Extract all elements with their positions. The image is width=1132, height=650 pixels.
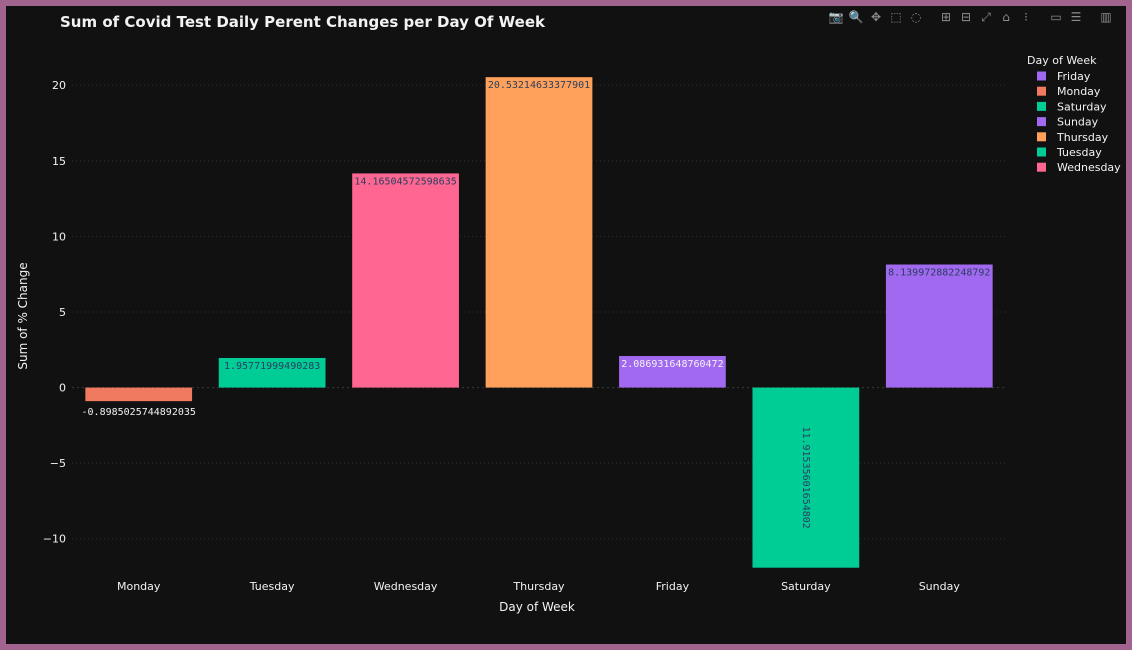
legend: Day of Week Friday Monday Saturday Sunday Th…	[1027, 54, 1121, 174]
zoom-icon[interactable]: 🔍	[848, 10, 864, 24]
legend-swatch[interactable]	[1037, 162, 1046, 172]
legend-swatch[interactable]	[1037, 71, 1046, 81]
x-tick-label: Saturday	[781, 580, 831, 593]
bar-monday[interactable]	[85, 387, 193, 402]
data-label-sunday: 8.139972882248792	[888, 268, 990, 279]
y-tick-layer: −10 −5 0 5 10 15 20	[43, 79, 66, 546]
x-tick-layer: Monday Tuesday Wednesday Thursday Friday Satu…	[117, 580, 960, 593]
hover-closest-icon[interactable]: ▭	[1050, 10, 1062, 24]
zoom-in-icon[interactable]: ⊞	[940, 10, 952, 24]
legend-swatch[interactable]	[1037, 147, 1046, 157]
chart-title: Sum of Covid Test Daily Perent Changes p…	[60, 13, 546, 31]
data-label-monday: -0.8985025744892035	[82, 407, 196, 418]
x-tick-label: Sunday	[919, 580, 961, 593]
box-select-icon[interactable]: ⬚	[890, 10, 902, 24]
x-tick-label: Thursday	[512, 580, 565, 593]
y-tick-label: −10	[43, 533, 66, 546]
legend-label[interactable]: Wednesday	[1057, 161, 1121, 174]
camera-icon[interactable]: 📷	[828, 10, 844, 24]
zoom-out-icon[interactable]: ⊟	[960, 10, 972, 24]
legend-label[interactable]: Thursday	[1056, 131, 1109, 144]
modebar-spacer	[1088, 9, 1094, 25]
hover-compare-icon[interactable]: ☰	[1070, 10, 1082, 24]
legend-title: Day of Week	[1027, 54, 1097, 67]
spike-lines-icon[interactable]: ⁝	[1024, 10, 1028, 24]
x-tick-label: Monday	[117, 580, 161, 593]
y-tick-label: −5	[50, 457, 66, 470]
bar-sunday[interactable]	[885, 264, 993, 388]
x-axis-title: Day of Week	[499, 600, 575, 614]
bar-thursday[interactable]	[485, 77, 593, 388]
legend-swatch[interactable]	[1037, 117, 1046, 127]
legend-swatch[interactable]	[1037, 132, 1046, 142]
y-axis-title: Sum of % Change	[16, 262, 30, 369]
modebar: 📷 🔍 ✥ ⬚ ◌ ⊞ ⊟ ⤢ ⌂ ⁝ ▭ ☰ ▥	[828, 9, 1114, 25]
plotly-logo-icon[interactable]: ▥	[1100, 10, 1112, 24]
legend-label[interactable]: Tuesday	[1056, 146, 1102, 159]
y-tick-label: 5	[59, 306, 66, 319]
y-tick-label: 15	[52, 155, 66, 168]
data-label-tuesday: 1.95771999490283	[224, 361, 320, 372]
legend-label[interactable]: Monday	[1057, 85, 1101, 98]
modebar-spacer	[928, 9, 934, 25]
bar-wednesday[interactable]	[352, 173, 459, 388]
x-tick-label: Wednesday	[374, 580, 438, 593]
chart-svg: Sum of Covid Test Daily Perent Changes p…	[16, 13, 1121, 614]
bar-layer: -0.8985025744892035 1.95771999490283 14.16…	[82, 77, 993, 568]
y-tick-label: 0	[59, 382, 66, 395]
data-label-saturday: 11.91535601654802	[800, 426, 811, 528]
data-label-wednesday: 14.16504572598635	[354, 176, 456, 187]
modebar-spacer	[1038, 9, 1044, 25]
chart-frame: Sum of Covid Test Daily Perent Changes p…	[6, 6, 1126, 644]
lasso-select-icon[interactable]: ◌	[910, 10, 922, 24]
bar-saturday[interactable]	[752, 387, 860, 568]
home-icon[interactable]: ⌂	[1002, 10, 1010, 24]
y-tick-label: 10	[52, 230, 66, 243]
legend-label[interactable]: Sunday	[1057, 116, 1099, 129]
legend-label[interactable]: Friday	[1057, 70, 1091, 83]
bar-tuesday[interactable]	[218, 357, 326, 388]
autoscale-icon[interactable]: ⤢	[981, 10, 991, 24]
x-tick-label: Tuesday	[249, 580, 295, 593]
legend-swatch[interactable]	[1037, 101, 1046, 111]
legend-swatch[interactable]	[1037, 86, 1046, 96]
pan-icon[interactable]: ✥	[870, 10, 882, 24]
data-label-friday: 2.086931648760472	[621, 359, 723, 370]
legend-label[interactable]: Saturday	[1057, 100, 1107, 113]
data-label-thursday: 20.53214633377901	[488, 80, 590, 91]
y-tick-label: 20	[52, 79, 66, 92]
bar-friday[interactable]	[619, 356, 726, 388]
x-tick-label: Friday	[656, 580, 690, 593]
